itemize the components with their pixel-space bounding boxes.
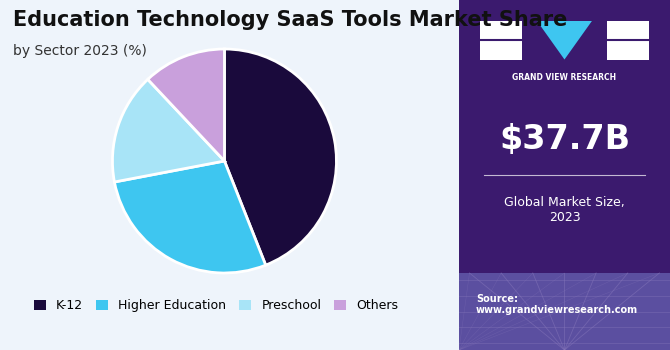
Text: $37.7B: $37.7B (499, 124, 630, 156)
Wedge shape (148, 49, 224, 161)
Text: Source:
www.grandviewresearch.com: Source: www.grandviewresearch.com (476, 294, 638, 315)
FancyBboxPatch shape (459, 0, 670, 350)
Polygon shape (537, 21, 592, 60)
Text: Education Technology SaaS Tools Market Share: Education Technology SaaS Tools Market S… (13, 10, 567, 30)
Text: by Sector 2023 (%): by Sector 2023 (%) (13, 44, 147, 58)
Text: GRAND VIEW RESEARCH: GRAND VIEW RESEARCH (513, 74, 616, 83)
FancyBboxPatch shape (459, 273, 670, 350)
Wedge shape (115, 161, 266, 273)
Text: Global Market Size,
2023: Global Market Size, 2023 (504, 196, 625, 224)
Bar (480, 21, 523, 60)
Legend: K-12, Higher Education, Preschool, Others: K-12, Higher Education, Preschool, Other… (29, 294, 403, 317)
Wedge shape (224, 49, 336, 265)
Bar (607, 21, 649, 60)
Wedge shape (113, 79, 224, 182)
